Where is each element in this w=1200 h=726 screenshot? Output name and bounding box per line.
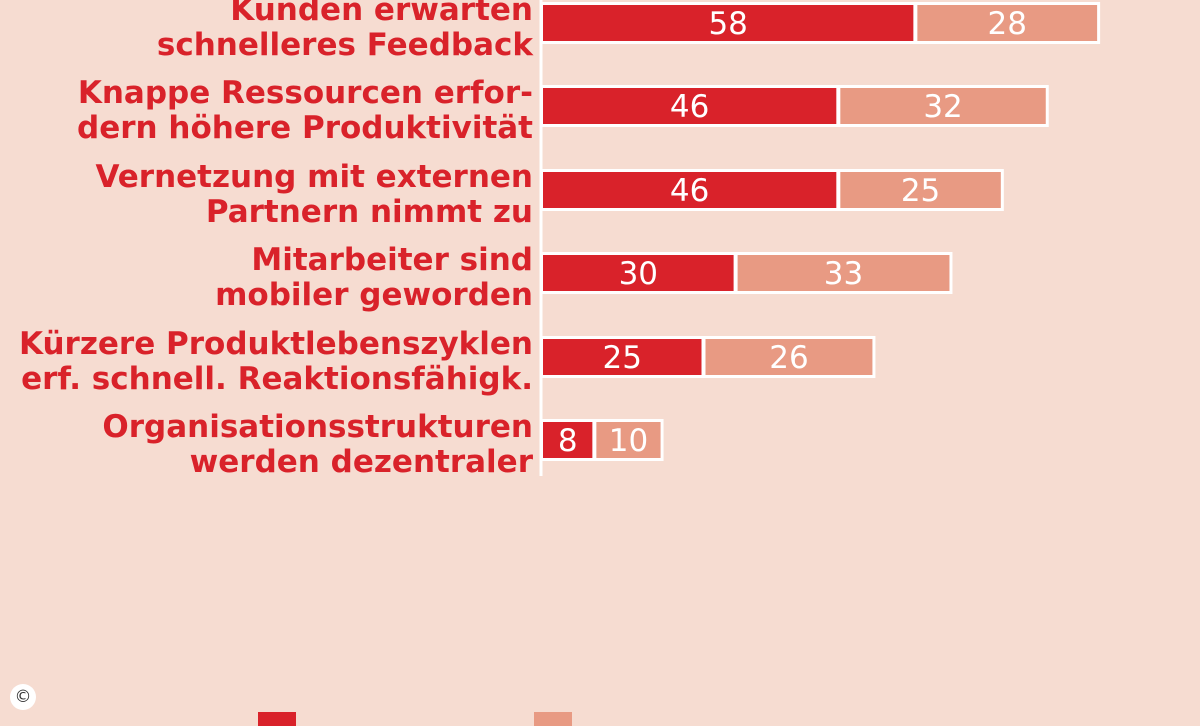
bar-series-2 xyxy=(840,88,1046,124)
value-label-series-1: 46 xyxy=(670,89,709,125)
bar-series-2 xyxy=(917,5,1098,41)
legend-swatch-series-2 xyxy=(534,712,572,726)
bar-series-1 xyxy=(543,339,702,375)
category-label: Mitarbeiter sind mobiler geworden xyxy=(215,242,533,313)
bar-series-1 xyxy=(543,88,837,124)
value-label-series-1: 30 xyxy=(619,256,658,292)
value-label-series-2: 28 xyxy=(988,6,1027,42)
legend-swatch-series-1 xyxy=(258,712,296,726)
value-label-series-1: 25 xyxy=(603,340,642,376)
bar-series-1 xyxy=(543,172,837,208)
value-label-series-2: 33 xyxy=(824,256,863,292)
value-label-series-2: 26 xyxy=(769,340,808,376)
bar-series-1 xyxy=(543,5,914,41)
value-label-series-2: 32 xyxy=(923,89,962,125)
copyright-icon: © xyxy=(10,684,36,710)
value-label-series-1: 46 xyxy=(670,173,709,209)
category-label: Kunden erwarten schnelleres Feedback xyxy=(157,0,534,63)
value-label-series-1: 8 xyxy=(558,423,578,459)
bar-series-2 xyxy=(596,422,661,458)
bar-series-1 xyxy=(543,255,734,291)
bar-series-2 xyxy=(737,255,950,291)
value-label-series-1: 58 xyxy=(708,6,747,42)
bar-series-2 xyxy=(840,172,1001,208)
bar-series-2 xyxy=(705,339,873,375)
value-label-series-2: 10 xyxy=(609,423,648,459)
bar-series-1 xyxy=(543,422,593,458)
category-label: Vernetzung mit externen Partnern nimmt zu xyxy=(95,159,533,230)
category-label: Knappe Ressourcen erfor-dern höhere Prod… xyxy=(77,75,533,146)
category-label: Organisationsstrukturen werden dezentrale… xyxy=(102,409,533,480)
value-label-series-2: 25 xyxy=(901,173,940,209)
category-label: Kürzere Produktlebenszyklen erf. schnell.… xyxy=(19,326,533,397)
